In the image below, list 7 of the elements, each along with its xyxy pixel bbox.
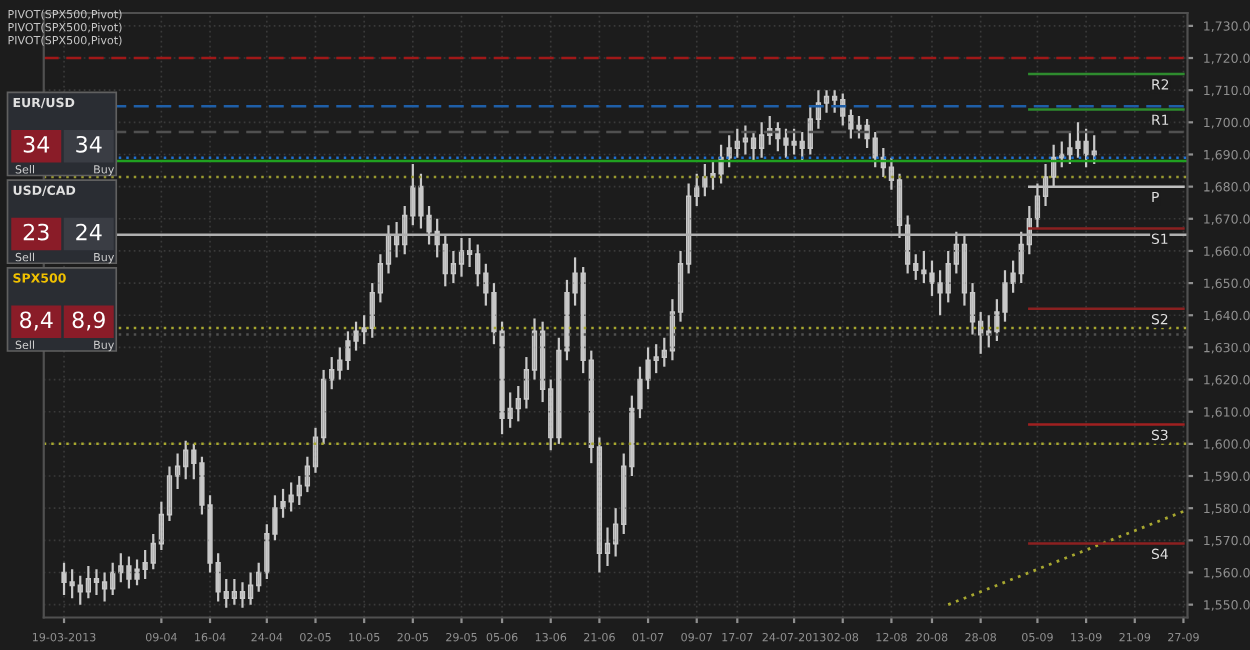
annotation: 34 <box>76 135 102 153</box>
annotation: 23 <box>23 223 49 241</box>
candlestick <box>288 481 294 513</box>
annotation: 8,4 <box>20 311 53 331</box>
annotation: 24 <box>76 223 102 241</box>
annotation: 34 <box>23 135 50 153</box>
annotation: 8,9 <box>72 311 105 331</box>
